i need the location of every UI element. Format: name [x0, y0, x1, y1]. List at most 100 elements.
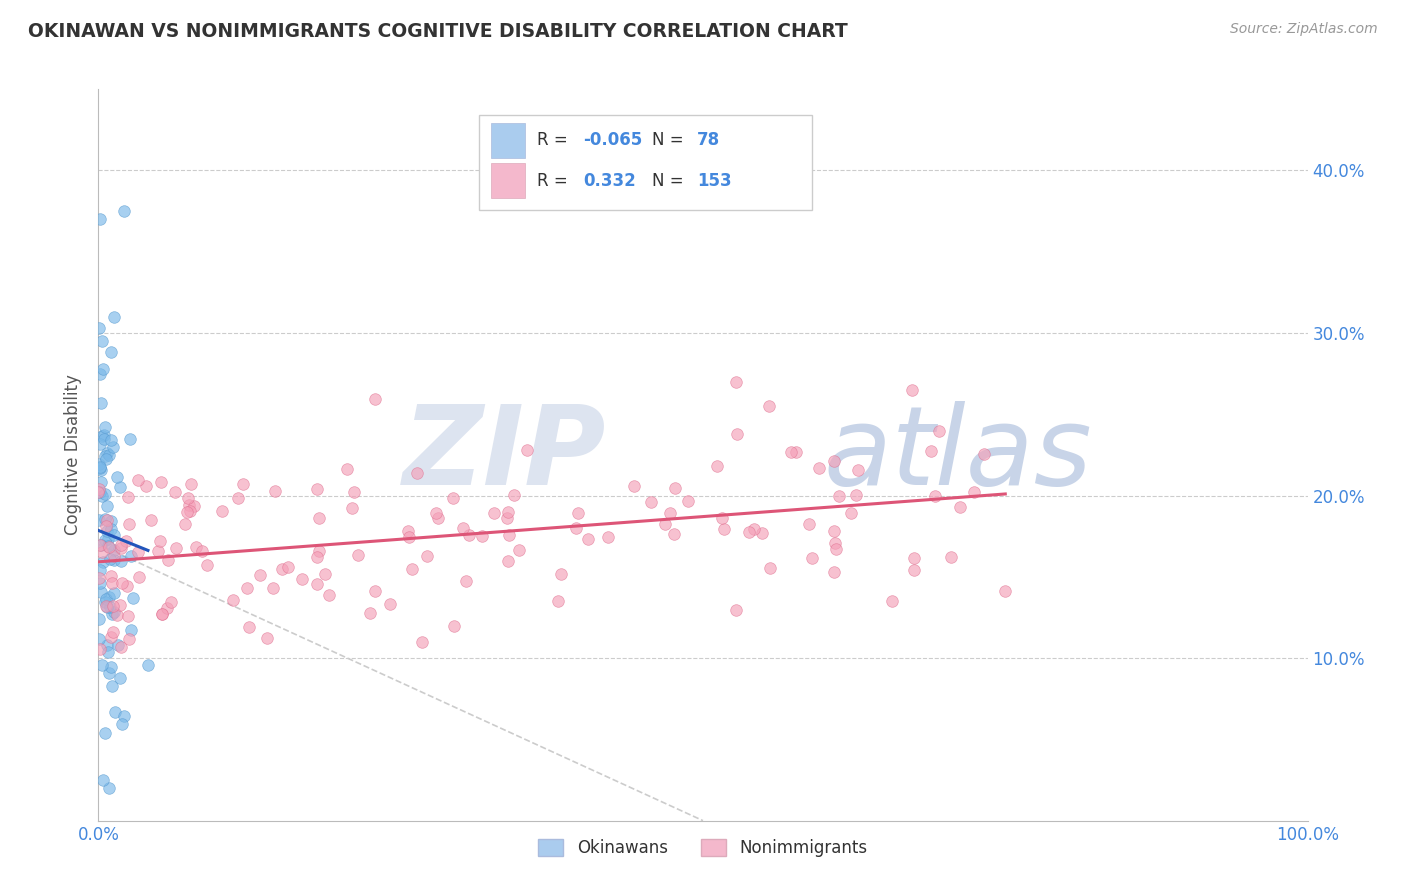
- Point: [547, 594, 569, 608]
- Point: [443, 618, 465, 632]
- Point: [179, 498, 201, 512]
- Point: [441, 491, 464, 505]
- Point: [89, 437, 111, 451]
- Point: [824, 542, 846, 557]
- Point: [308, 511, 330, 525]
- Point: [191, 543, 214, 558]
- Point: [94, 595, 117, 609]
- Point: [101, 624, 124, 639]
- Point: [97, 539, 120, 553]
- Point: [105, 607, 128, 622]
- Point: [396, 524, 419, 538]
- Point: [94, 533, 117, 547]
- Point: [706, 458, 728, 473]
- Point: [103, 543, 125, 558]
- Point: [112, 709, 135, 723]
- Point: [232, 477, 254, 491]
- Point: [90, 585, 112, 599]
- Point: [163, 485, 186, 500]
- Point: [101, 607, 124, 622]
- Point: [93, 449, 115, 463]
- Point: [110, 640, 132, 654]
- Point: [828, 489, 851, 503]
- Point: [93, 432, 115, 446]
- Point: [96, 638, 118, 652]
- Point: [110, 538, 132, 552]
- Point: [90, 475, 112, 490]
- Point: [823, 524, 845, 538]
- Point: [305, 482, 328, 496]
- Point: [195, 558, 218, 572]
- Point: [97, 532, 120, 546]
- Point: [150, 607, 173, 622]
- Text: R =: R =: [537, 171, 574, 190]
- Point: [823, 565, 845, 579]
- Point: [364, 392, 387, 406]
- Point: [90, 545, 112, 559]
- Point: [314, 566, 336, 581]
- Point: [100, 434, 122, 448]
- Point: [340, 501, 363, 516]
- Point: [364, 584, 387, 599]
- Point: [117, 579, 139, 593]
- Point: [498, 554, 520, 568]
- Point: [108, 599, 131, 613]
- Point: [103, 310, 125, 324]
- Point: [118, 632, 141, 647]
- Legend: Okinawans, Nonimmigrants: Okinawans, Nonimmigrants: [531, 832, 875, 863]
- Point: [100, 522, 122, 536]
- Point: [398, 530, 420, 544]
- Point: [565, 521, 588, 535]
- Point: [928, 424, 950, 438]
- Point: [156, 601, 179, 615]
- Point: [343, 484, 366, 499]
- Point: [173, 517, 195, 532]
- Point: [159, 595, 181, 609]
- Point: [89, 562, 111, 576]
- Point: [177, 491, 200, 505]
- Point: [110, 480, 132, 494]
- Point: [103, 553, 125, 567]
- Point: [903, 551, 925, 566]
- Point: [807, 461, 830, 475]
- Point: [994, 583, 1017, 598]
- Point: [318, 588, 340, 602]
- Point: [93, 428, 115, 442]
- Point: [103, 585, 125, 599]
- Point: [710, 510, 733, 524]
- Point: [89, 632, 111, 646]
- Point: [96, 519, 118, 533]
- Point: [90, 396, 112, 410]
- Text: N =: N =: [652, 171, 689, 190]
- Point: [640, 494, 662, 508]
- Point: [89, 485, 111, 500]
- Point: [87, 482, 110, 496]
- Point: [87, 612, 110, 626]
- Point: [104, 705, 127, 719]
- Point: [176, 505, 198, 519]
- Point: [963, 484, 986, 499]
- Point: [111, 716, 134, 731]
- Point: [97, 780, 120, 795]
- Point: [150, 607, 173, 622]
- Point: [939, 550, 962, 565]
- Point: [108, 671, 131, 685]
- Point: [117, 608, 139, 623]
- Point: [824, 536, 846, 550]
- Point: [156, 552, 179, 566]
- Point: [93, 419, 115, 434]
- Point: [264, 483, 287, 498]
- Point: [751, 526, 773, 541]
- Point: [110, 554, 132, 568]
- Text: Source: ZipAtlas.com: Source: ZipAtlas.com: [1230, 22, 1378, 37]
- Point: [516, 442, 538, 457]
- Point: [654, 516, 676, 531]
- Point: [91, 334, 114, 348]
- Point: [401, 562, 423, 576]
- Point: [97, 591, 120, 605]
- Point: [378, 597, 401, 611]
- Point: [97, 540, 120, 554]
- Point: [89, 641, 111, 656]
- Point: [91, 772, 114, 787]
- Text: -0.065: -0.065: [583, 131, 643, 149]
